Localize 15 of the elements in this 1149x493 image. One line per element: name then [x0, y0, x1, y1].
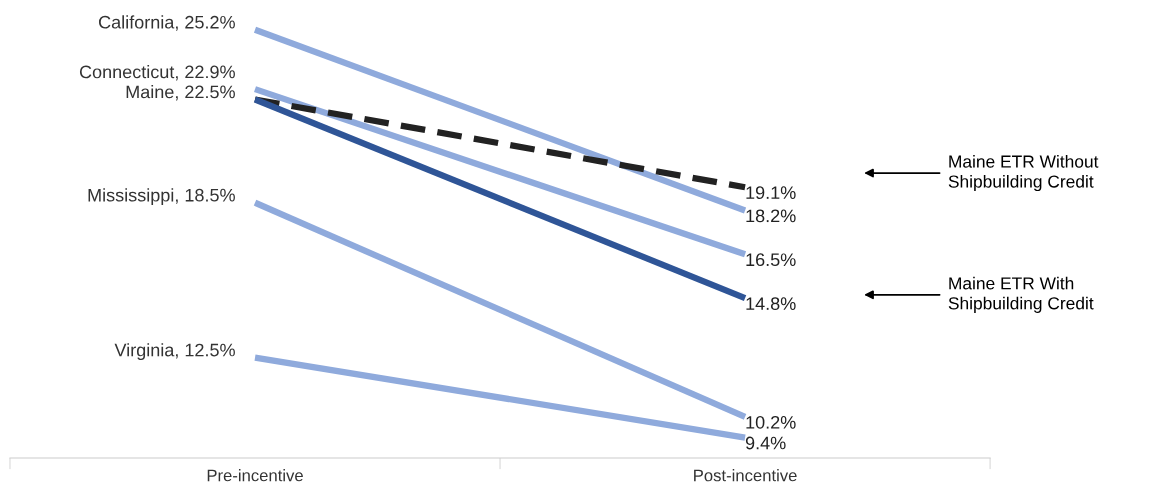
data-label: 14.8% — [746, 297, 796, 311]
x-tick-label: Pre-incentive — [207, 469, 303, 482]
data-label: Virginia, 12.5% — [114, 343, 235, 360]
data-label: 9.4% — [745, 436, 786, 450]
data-label: Connecticut, 22.9% — [79, 65, 235, 81]
data-label: 10.2% — [746, 415, 796, 429]
data-label: 18.2% — [746, 209, 796, 223]
data-label: 16.5% — [746, 253, 796, 267]
data-label: Mississippi, 18.5% — [88, 188, 235, 206]
data-label: 19.1% — [746, 186, 796, 200]
annotation: Maine ETR Without Shipbuilding Credit — [948, 154, 1099, 192]
data-label: California, 25.2% — [99, 15, 235, 31]
annotation: Maine ETR With Shipbuilding Credit — [948, 276, 1094, 313]
data-label: Maine, 22.5% — [126, 85, 235, 101]
x-tick-label: Post-incentive — [694, 469, 797, 482]
